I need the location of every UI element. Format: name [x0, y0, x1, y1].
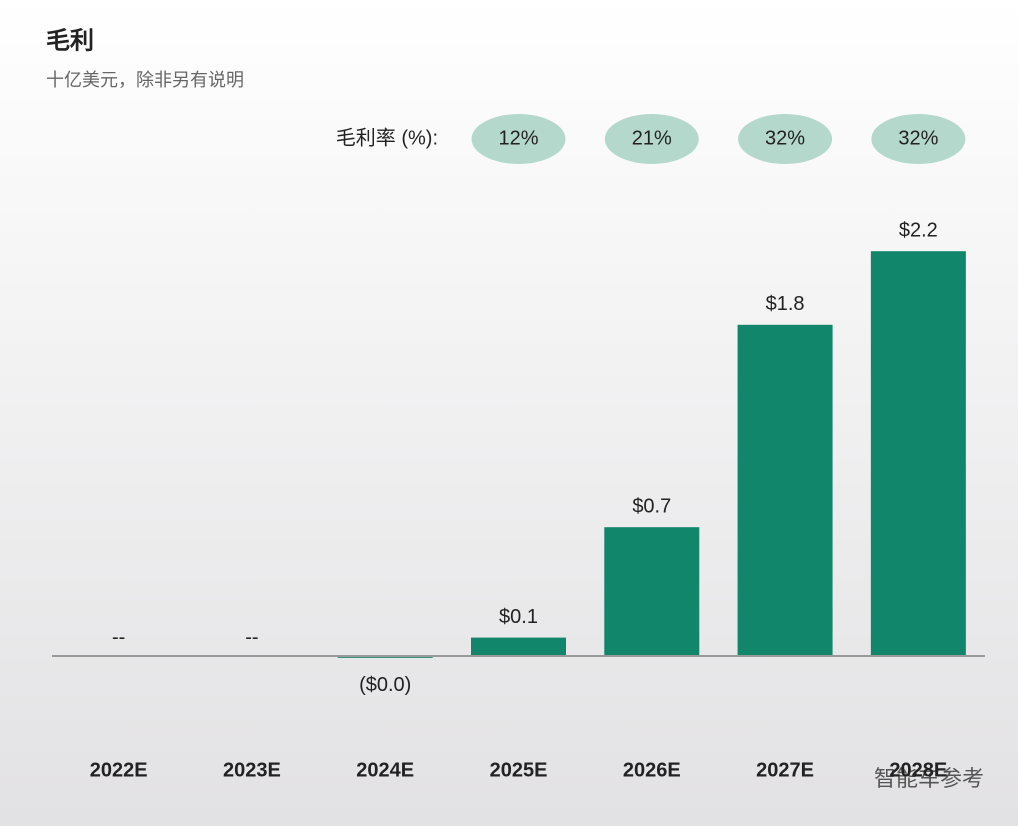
margin-bubble [471, 114, 566, 164]
bar [737, 324, 833, 656]
margin-label: 32% [898, 127, 938, 149]
x-tick-label: 2024E [356, 759, 414, 781]
watermark: 智能车参考 [874, 766, 984, 791]
x-tick-label: 2023E [223, 759, 281, 781]
value-label: -- [112, 626, 125, 648]
x-tick-label: 2025E [490, 759, 548, 781]
margin-bubble [738, 114, 833, 164]
margin-bubble [604, 114, 699, 164]
x-tick-label: 2027E [756, 759, 814, 781]
x-tick-label: 2026E [623, 759, 681, 781]
value-label: -- [245, 626, 258, 648]
chart-subtitle: 十亿美元，除非另有说明 [46, 70, 244, 90]
x-tick-label: 2022E [90, 759, 148, 781]
bar [870, 251, 966, 656]
margin-label: 12% [498, 127, 538, 149]
value-label: $0.7 [632, 495, 671, 517]
margin-label: 21% [632, 127, 672, 149]
value-label: $0.1 [499, 606, 538, 628]
margin-row-label: 毛利率 (%): [336, 126, 438, 149]
value-label: $2.2 [899, 219, 938, 241]
bar [604, 527, 700, 656]
x-tick-label: 2028E [889, 759, 947, 781]
chart-title: 毛利 [46, 27, 94, 54]
value-label: $1.8 [766, 293, 805, 315]
margin-label: 32% [765, 127, 805, 149]
margin-bubble [871, 114, 966, 164]
value-label: ($0.0) [359, 674, 411, 696]
bar [471, 637, 566, 656]
